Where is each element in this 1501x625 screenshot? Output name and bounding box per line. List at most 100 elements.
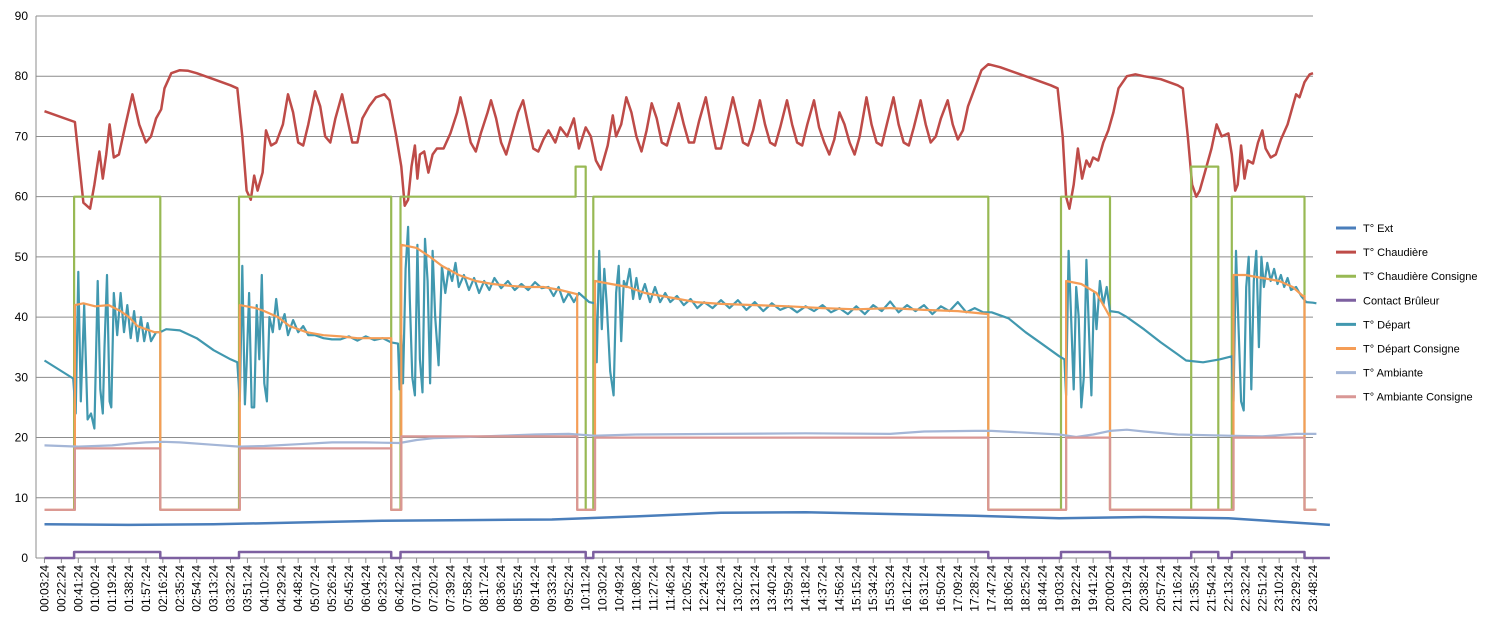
x-tick-label: 20:00:24 — [1103, 565, 1117, 612]
y-tick-label: 10 — [15, 491, 29, 505]
x-tick-label: 03:32:24 — [224, 565, 238, 612]
y-tick-label: 50 — [15, 250, 29, 264]
x-tick-label: 17:47:24 — [985, 565, 999, 612]
x-tick-label: 16:31:24 — [917, 565, 931, 612]
x-tick-label: 11:08:24 — [629, 565, 643, 611]
x-tick-label: 09:14:24 — [528, 565, 542, 612]
y-tick-label: 70 — [15, 129, 29, 143]
legend-label: Contact Brûleur — [1363, 295, 1440, 307]
x-tick-label: 22:32:24 — [1238, 565, 1252, 612]
x-tick-label: 23:29:24 — [1289, 565, 1303, 612]
x-tick-label: 22:51:24 — [1255, 565, 1269, 612]
legend-label: T° Départ Consigne — [1363, 344, 1460, 356]
series-line-0 — [44, 510, 1330, 527]
x-tick-label: 04:48:24 — [291, 565, 305, 612]
x-tick-label: 18:25:24 — [1018, 565, 1032, 612]
x-tick-label: 07:39:24 — [443, 565, 457, 612]
x-axis: 00:03:24 00:22:24 00:41:24 01:00:24 01:19:24… — [36, 557, 1320, 612]
x-tick-label: 02:54:24 — [190, 565, 204, 612]
x-tick-label: 14:56:24 — [832, 565, 846, 612]
x-tick-label: 07:01:24 — [410, 565, 424, 612]
x-tick-label: 23:48:24 — [1306, 565, 1320, 612]
series-line-7 — [44, 435, 1317, 511]
legend-label: T° Départ — [1363, 319, 1410, 331]
y-tick-label: 90 — [15, 9, 29, 23]
x-tick-label: 05:26:24 — [325, 565, 339, 612]
x-tick-label: 03:51:24 — [240, 565, 254, 612]
series-line-4 — [43, 225, 1317, 430]
x-tick-label: 10:49:24 — [613, 565, 627, 612]
x-tick-label: 17:09:24 — [951, 565, 965, 612]
x-tick-label: 13:02:24 — [731, 565, 745, 612]
x-tick-label: 16:12:24 — [900, 565, 914, 612]
x-tick-label: 00:03:24 — [37, 565, 51, 612]
x-tick-label: 13:40:24 — [765, 565, 779, 612]
x-tick-label: 01:19:24 — [105, 565, 119, 612]
x-tick-label: 22:13:24 — [1221, 565, 1235, 612]
x-tick-label: 21:35:24 — [1188, 565, 1202, 612]
legend: T° Ext T° Chaudière T° Chaudière Consigne C… — [1336, 223, 1477, 404]
x-tick-label: 09:52:24 — [562, 565, 576, 612]
series-line-6 — [44, 428, 1317, 448]
x-tick-label: 06:42:24 — [393, 565, 407, 612]
x-tick-label: 08:55:24 — [511, 565, 525, 612]
legend-label: T° Chaudière — [1363, 247, 1428, 259]
x-tick-label: 04:10:24 — [257, 565, 271, 612]
x-tick-label: 05:45:24 — [342, 565, 356, 612]
x-tick-label: 17:28:24 — [968, 565, 982, 612]
x-tick-label: 15:34:24 — [866, 565, 880, 612]
x-tick-label: 07:58:24 — [460, 565, 474, 612]
y-tick-label: 30 — [15, 370, 29, 384]
x-tick-label: 07:20:24 — [426, 565, 440, 612]
gridlines — [36, 15, 1313, 499]
x-tick-label: 14:37:24 — [815, 565, 829, 612]
y-axis: 0 10 20 30 40 50 60 70 80 90 — [15, 9, 37, 565]
y-tick-label: 0 — [21, 551, 28, 565]
x-tick-label: 20:19:24 — [1120, 565, 1134, 612]
x-tick-label: 10:30:24 — [596, 565, 610, 612]
x-tick-label: 10:11:24 — [579, 565, 593, 611]
x-tick-label: 05:07:24 — [308, 565, 322, 612]
legend-label: T° Chaudière Consigne — [1363, 271, 1477, 283]
x-tick-label: 08:36:24 — [494, 565, 508, 612]
x-tick-label: 18:44:24 — [1035, 565, 1049, 612]
x-tick-label: 20:57:24 — [1154, 565, 1168, 612]
x-tick-label: 14:18:24 — [799, 565, 813, 612]
y-tick-label: 40 — [15, 310, 29, 324]
x-tick-label: 23:10:24 — [1272, 565, 1286, 612]
x-tick-label: 16:50:24 — [934, 565, 948, 612]
x-tick-label: 01:57:24 — [139, 565, 153, 612]
x-tick-label: 12:05:24 — [680, 565, 694, 612]
x-tick-label: 15:53:24 — [883, 565, 897, 612]
legend-label: T° Ambiante — [1363, 368, 1423, 380]
series-line-3 — [44, 550, 1330, 560]
x-tick-label: 01:38:24 — [122, 565, 136, 612]
x-tick-label: 12:24:24 — [697, 565, 711, 612]
x-tick-label: 19:03:24 — [1052, 565, 1066, 612]
legend-label: T° Ext — [1363, 223, 1393, 235]
x-tick-label: 13:21:24 — [748, 565, 762, 612]
x-tick-label: 00:22:24 — [54, 565, 68, 612]
x-tick-label: 01:00:24 — [88, 565, 102, 612]
x-tick-label: 04:29:24 — [274, 565, 288, 612]
x-tick-label: 09:33:24 — [545, 565, 559, 612]
x-tick-label: 21:54:24 — [1205, 565, 1219, 612]
x-tick-label: 18:06:24 — [1002, 565, 1016, 612]
x-tick-label: 06:23:24 — [376, 565, 390, 612]
series-line-1 — [44, 62, 1314, 210]
x-tick-label: 00:41:24 — [71, 565, 85, 612]
x-tick-label: 06:04:24 — [359, 565, 373, 612]
legend-label: T° Ambiante Consigne — [1363, 392, 1473, 404]
x-tick-label: 15:15:24 — [849, 565, 863, 612]
x-tick-label: 03:13:24 — [207, 565, 221, 612]
x-tick-label: 12:43:24 — [714, 565, 728, 612]
x-tick-label: 02:16:24 — [156, 565, 170, 612]
x-tick-label: 21:16:24 — [1171, 565, 1185, 612]
x-tick-label: 02:35:24 — [173, 565, 187, 612]
x-tick-label: 13:59:24 — [782, 565, 796, 612]
plot-area — [43, 62, 1330, 560]
x-tick-label: 11:27:24 — [646, 565, 660, 611]
x-tick-label: 08:17:24 — [477, 565, 491, 612]
x-tick-label: 11:46:24 — [663, 565, 677, 611]
